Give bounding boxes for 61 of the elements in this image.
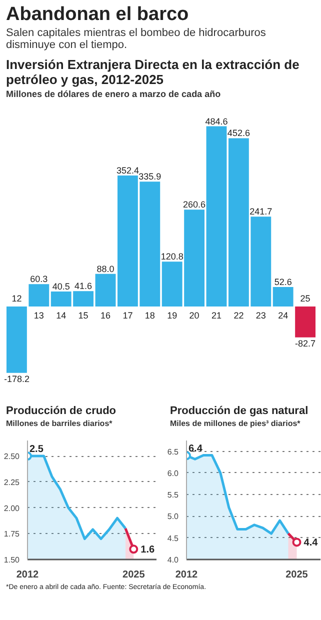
x-tick-label: 12	[12, 294, 22, 304]
data-label: 2.5	[30, 444, 44, 456]
data-label: 352.4	[116, 166, 139, 176]
x-tick-label: 15	[78, 310, 88, 321]
x-tick-label: 18	[144, 310, 155, 321]
bar	[6, 306, 27, 374]
chart-title: Producción de gas natural	[170, 405, 308, 418]
x-tick-label: 14	[56, 310, 66, 321]
data-label: 40.5	[52, 282, 70, 292]
y-tick-label: 1.75	[4, 530, 20, 539]
data-label: 260.6	[183, 200, 206, 210]
data-label: 1.6	[140, 544, 155, 556]
x-tick-label: 25	[300, 294, 310, 304]
x-tick-label: 20	[189, 310, 200, 321]
chart-title: Inversión Extranjera Directa en la extracción de petróleo y gas, 2012-2025	[6, 57, 300, 88]
y-tick-label: 2.00	[4, 504, 20, 513]
data-label: 88.0	[96, 264, 114, 274]
text: Abandonan el barco	[6, 4, 189, 26]
x-tick-label: 2012	[175, 570, 198, 581]
x-tick-label: 2025	[286, 570, 308, 581]
data-label: 60.3	[30, 274, 48, 284]
text: Salen capitales mientras el bombeo de hidrocarburos disminuye con el tiempo.	[6, 26, 267, 52]
data-label: 120.8	[160, 252, 184, 262]
x-tick-label: 23	[256, 310, 266, 321]
y-tick-label: 4.5	[167, 534, 180, 544]
y-tick-label: 4.0	[167, 556, 180, 565]
x-tick-label: 16	[100, 310, 111, 321]
data-label: 6.4	[188, 444, 203, 455]
x-tick-label: 17	[122, 310, 133, 321]
y-tick-label: 5.5	[167, 490, 180, 500]
data-label: 41.6	[74, 281, 92, 292]
bar	[28, 284, 50, 307]
data-label: 452.6	[227, 128, 250, 139]
chart-subtitle: Miles de millones de pies³ diarios*	[170, 418, 300, 428]
chart-subtitle: Millones de dólares de enero a marzo de cada año	[6, 89, 221, 100]
x-tick-label: 19	[167, 310, 178, 321]
x-tick-label: 13	[34, 310, 44, 321]
data-label: 52.6	[274, 277, 292, 288]
data-label: 4.4	[304, 538, 318, 549]
x-tick-label: 24	[278, 310, 288, 321]
data-label: 241.7	[250, 206, 272, 217]
x-tick-label: 21	[211, 310, 222, 321]
chart-title: Producción de crudo	[6, 405, 116, 418]
y-tick-label: 5.0	[167, 512, 180, 522]
x-tick-label: 22	[234, 310, 244, 321]
bar	[206, 126, 227, 307]
y-tick-label: 6.5	[167, 447, 180, 456]
data-label: 335.9	[138, 172, 162, 182]
bar	[295, 306, 316, 338]
y-tick-label: 6.0	[167, 469, 180, 478]
x-tick-label: 2012	[16, 570, 40, 581]
y-tick-label: 2.50	[4, 452, 20, 462]
chart-subtitle: Millones de barriles diarios*	[6, 418, 112, 428]
data-label: -82.7	[295, 338, 316, 349]
data-label: -178.2	[4, 374, 30, 384]
bar	[272, 287, 294, 307]
y-tick-label: 2.25	[4, 478, 20, 488]
x-tick-label: 2025	[122, 570, 146, 581]
bar	[95, 274, 116, 307]
data-label: 484.6	[205, 116, 228, 127]
y-tick-label: 1.50	[4, 556, 20, 565]
